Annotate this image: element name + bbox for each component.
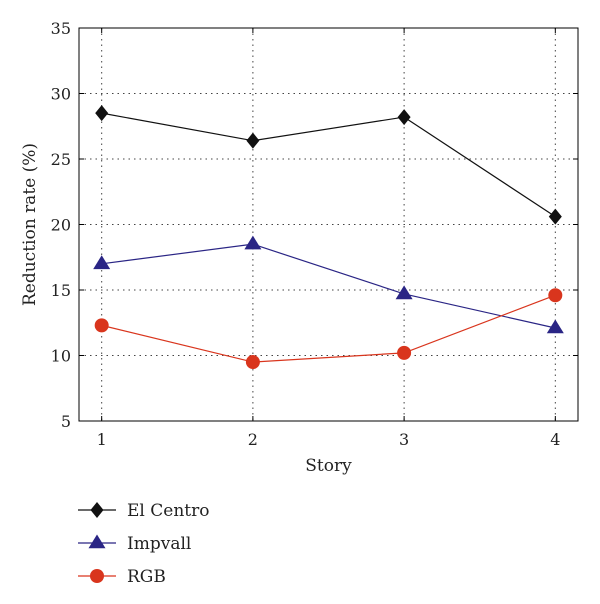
y-tick-label: 15 xyxy=(51,281,71,300)
data-point xyxy=(94,318,109,333)
x-axis-label: Story xyxy=(305,456,352,476)
series-rgb xyxy=(94,288,563,370)
legend-item: RGB xyxy=(78,567,166,587)
legend-marker xyxy=(90,502,104,518)
legend-item: Impvall xyxy=(78,534,191,554)
series-line xyxy=(101,243,556,329)
data-point xyxy=(548,288,563,303)
series-layer xyxy=(93,105,564,370)
y-tick-label: 30 xyxy=(51,85,71,104)
x-tick-label: 2 xyxy=(248,430,258,449)
legend: El Centro Impvall RGB xyxy=(78,501,209,587)
data-point xyxy=(93,255,111,270)
y-tick-label: 20 xyxy=(51,216,71,235)
data-point xyxy=(244,235,262,250)
y-tick-label: 35 xyxy=(51,19,71,38)
legend-item: El Centro xyxy=(78,501,209,521)
y-tick-label: 5 xyxy=(61,412,71,431)
x-tick-label: 3 xyxy=(399,430,409,449)
x-tick-label: 4 xyxy=(550,430,560,449)
legend-marker xyxy=(90,569,104,583)
x-tick-label: 1 xyxy=(97,430,107,449)
legend-label: El Centro xyxy=(127,501,209,521)
y-tick-label: 10 xyxy=(51,347,71,366)
data-point xyxy=(245,355,260,370)
series-line xyxy=(101,294,556,363)
series-line xyxy=(101,112,556,218)
y-tick-label: 25 xyxy=(51,150,71,169)
data-point xyxy=(395,285,413,300)
legend-label: RGB xyxy=(127,567,166,587)
grid-lines xyxy=(79,28,578,421)
data-point xyxy=(246,132,260,149)
legend-marker xyxy=(88,534,106,549)
series-el-centro xyxy=(95,105,562,225)
data-point xyxy=(397,345,412,360)
data-point xyxy=(95,105,109,122)
data-point xyxy=(548,208,562,225)
y-axis-label: Reduction rate (%) xyxy=(20,143,40,306)
data-point xyxy=(397,109,411,126)
series-impvall xyxy=(93,235,564,334)
axis-ticks: 1 2 3 4 5 10 15 20 25 30 35 xyxy=(51,19,578,449)
legend-label: Impvall xyxy=(127,534,191,554)
data-point xyxy=(546,319,564,334)
